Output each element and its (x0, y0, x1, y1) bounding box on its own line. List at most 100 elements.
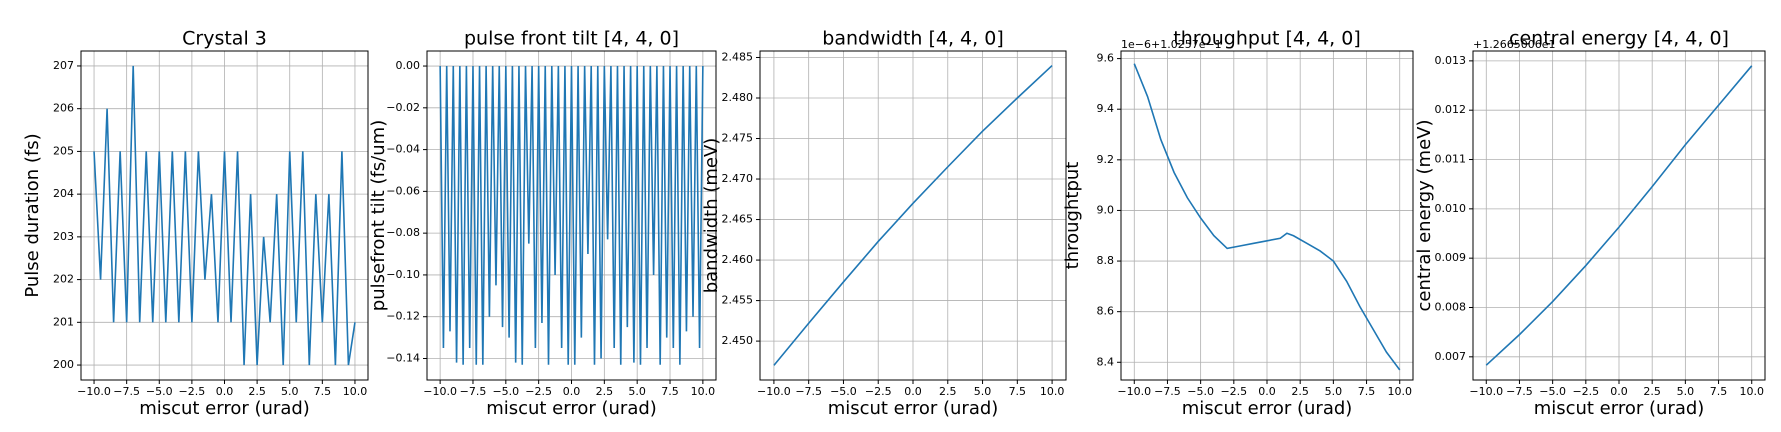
x-axis-label: miscut error (urad) (1182, 398, 1353, 419)
x-tick-label: −2.5 (865, 385, 892, 398)
x-tick-label: 7.5 (314, 385, 332, 398)
data-line (439, 66, 704, 365)
y-tick-label: 9.0 (1097, 203, 1115, 216)
chart-title: bandwidth [4, 4, 0] (822, 28, 1003, 50)
y-tick-label: 9.4 (1097, 102, 1115, 115)
x-tick-label: −7.5 (1154, 385, 1181, 398)
y-tick-label: 8.6 (1097, 305, 1115, 318)
x-tick-label: 2.5 (939, 385, 957, 398)
axes-frame (759, 50, 1067, 381)
y-tick-label: 9.2 (1097, 153, 1115, 166)
y-tick-label: 0.010 (1435, 202, 1467, 215)
y-axis-label: Pulse duration (fs) (22, 133, 43, 297)
x-tick-label: −5.0 (1539, 385, 1566, 398)
y-tick-label: −0.12 (386, 310, 420, 323)
y-axis-label: central energy (meV) (1414, 120, 1435, 312)
y-tick-label: −0.02 (386, 101, 420, 114)
x-tick-label: −10.0 (1469, 385, 1503, 398)
y-tick-label: −0.08 (386, 226, 420, 239)
x-tick-label: −2.5 (525, 385, 552, 398)
y-tick-label: 0.013 (1435, 54, 1467, 67)
x-tick-label: 2.5 (1291, 385, 1309, 398)
y-tick-label: 9.6 (1097, 52, 1115, 65)
x-tick-label: −2.5 (1572, 385, 1599, 398)
y-tick-label: 0.009 (1435, 251, 1467, 264)
x-tick-label: 2.5 (248, 385, 266, 398)
data-line (773, 65, 1053, 366)
x-tick-label: −5.0 (830, 385, 857, 398)
x-tick-label: 7.5 (661, 385, 679, 398)
y-tick-label: 205 (53, 144, 74, 157)
data-line (1485, 65, 1753, 366)
y-tick-label: 2.480 (722, 91, 754, 104)
y-tick-label: 8.4 (1097, 355, 1115, 368)
x-tick-label: 2.5 (1643, 385, 1661, 398)
offset-text: +1.2665006e1 (1473, 38, 1555, 51)
x-tick-label: 10.0 (1387, 385, 1412, 398)
y-axis-label: pulsefront tilt (fs/um) (368, 120, 389, 311)
x-tick-label: 10.0 (1040, 385, 1065, 398)
x-axis-label: miscut error (urad) (486, 398, 657, 419)
x-tick-label: 0.0 (1258, 385, 1276, 398)
y-tick-label: 8.8 (1097, 254, 1115, 267)
y-tick-label: 0.008 (1435, 300, 1467, 313)
x-tick-label: −5.0 (1187, 385, 1214, 398)
x-tick-label: −10.0 (77, 385, 111, 398)
x-tick-label: −5.0 (146, 385, 173, 398)
y-tick-label: 2.465 (722, 213, 754, 226)
x-tick-label: −7.5 (460, 385, 487, 398)
y-tick-label: 2.470 (722, 172, 754, 185)
x-tick-label: −10.0 (423, 385, 457, 398)
x-tick-label: 5.0 (281, 385, 299, 398)
x-tick-label: −2.5 (179, 385, 206, 398)
chart-title: throughput [4, 4, 0] (1173, 28, 1361, 50)
x-tick-label: −5.0 (492, 385, 519, 398)
y-tick-label: 2.455 (722, 294, 754, 307)
offset-text: 1e−6+1.0257e−1 (1121, 38, 1222, 51)
x-tick-label: 7.5 (1009, 385, 1027, 398)
x-tick-label: 0.0 (563, 385, 581, 398)
y-tick-label: 0.00 (396, 59, 421, 72)
x-tick-label: 0.0 (1610, 385, 1628, 398)
y-tick-label: 0.012 (1435, 103, 1467, 116)
y-tick-label: 202 (53, 273, 74, 286)
x-tick-label: 0.0 (216, 385, 234, 398)
x-tick-label: 2.5 (596, 385, 614, 398)
x-tick-label: −7.5 (1506, 385, 1533, 398)
x-axis-label: miscut error (urad) (828, 398, 999, 419)
x-tick-label: −7.5 (795, 385, 822, 398)
x-tick-label: 7.5 (1710, 385, 1728, 398)
y-tick-label: 0.007 (1435, 350, 1467, 363)
y-tick-label: 2.450 (722, 334, 754, 347)
y-tick-label: −0.14 (386, 351, 420, 364)
x-tick-label: 5.0 (1325, 385, 1343, 398)
y-axis-label: bandwidth (meV) (701, 138, 722, 294)
axes-frame (1120, 50, 1414, 381)
y-tick-label: 2.475 (722, 132, 754, 145)
x-tick-label: 5.0 (1677, 385, 1695, 398)
x-tick-label: 10.0 (691, 385, 716, 398)
x-tick-label: 5.0 (974, 385, 992, 398)
y-tick-label: 200 (53, 358, 74, 371)
x-tick-label: −10.0 (1117, 385, 1151, 398)
chart-title: pulse front tilt [4, 4, 0] (464, 28, 679, 50)
data-line (1133, 63, 1401, 371)
y-tick-label: 2.460 (722, 253, 754, 266)
y-tick-label: 0.011 (1435, 153, 1467, 166)
axes-frame (426, 50, 717, 381)
y-tick-label: 2.485 (722, 50, 754, 63)
y-tick-label: 206 (53, 102, 74, 115)
y-tick-label: −0.04 (386, 143, 420, 156)
x-tick-label: −10.0 (757, 385, 791, 398)
x-tick-label: 5.0 (628, 385, 646, 398)
x-tick-label: −7.5 (113, 385, 140, 398)
y-tick-label: 207 (53, 59, 74, 72)
x-axis-label: miscut error (urad) (1534, 398, 1705, 419)
x-tick-label: 0.0 (904, 385, 922, 398)
data-line (93, 65, 356, 366)
x-tick-label: 10.0 (1739, 385, 1764, 398)
y-tick-label: 203 (53, 230, 74, 243)
y-tick-label: 204 (53, 187, 74, 200)
